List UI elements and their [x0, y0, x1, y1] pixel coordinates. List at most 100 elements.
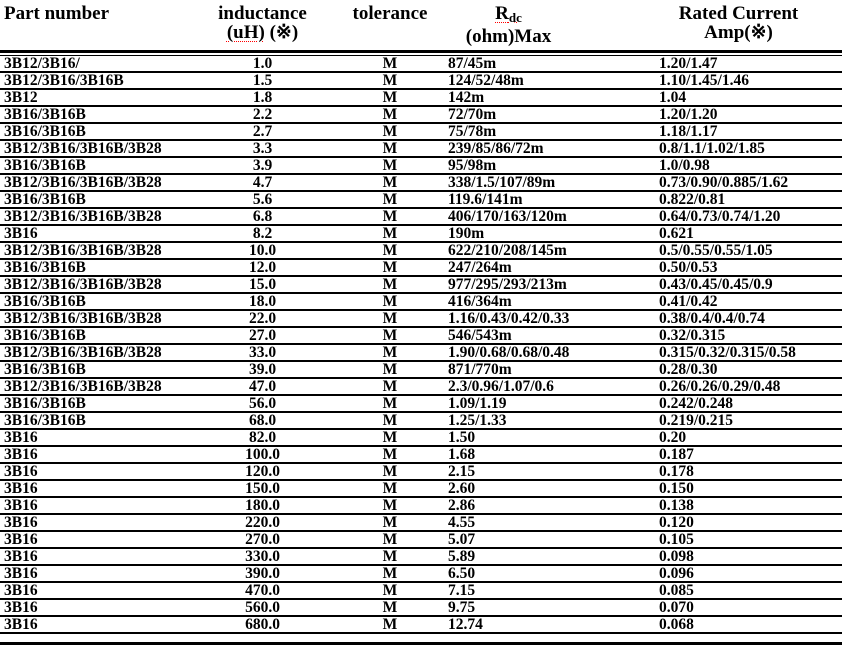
tolerance-cell: M — [382, 208, 398, 225]
tolerance-cell: M — [382, 225, 398, 242]
inductance-cell: 10.0 — [248, 242, 277, 259]
inductance-cell: 4.7 — [252, 174, 273, 191]
part-number-cell: 3B12/3B16/3B16B/3B28 — [4, 378, 162, 395]
tolerance-cell: M — [382, 174, 398, 191]
inductance-cell: 39.0 — [248, 361, 277, 378]
header-separator-rule — [0, 50, 842, 56]
rdc-cell: 5.07 — [448, 531, 476, 548]
part-number-cell: 3B16/3B16B — [4, 327, 86, 344]
rated-current-cell: 0.50/0.53 — [659, 259, 718, 276]
table-row: 3B16/3B16B 3.9 M 95/98m 1.0/0.98 — [0, 158, 842, 175]
part-number-cell: 3B16 — [4, 616, 38, 633]
table-row: 3B12/3B16/3B16B/3B28 33.0 M 1.90/0.68/0.… — [0, 345, 842, 362]
rated-current-cell: 0.28/0.30 — [659, 361, 718, 378]
rdc-cell: 546/543m — [448, 327, 512, 344]
inductance-cell: 5.6 — [252, 191, 273, 208]
inductance-cell: 33.0 — [248, 344, 277, 361]
rdc-cell: 2.86 — [448, 497, 476, 514]
part-number-cell: 3B12/3B16/3B16B/3B28 — [4, 310, 162, 327]
rdc-cell: 12.74 — [448, 616, 483, 633]
table-row: 3B16/3B16B 68.0 M 1.25/1.33 0.219/0.215 — [0, 413, 842, 430]
table-row: 3B16 120.0 M 2.15 0.178 — [0, 464, 842, 481]
part-number-cell: 3B16 — [4, 514, 38, 531]
rdc-cell: 1.90/0.68/0.68/0.48 — [448, 344, 570, 361]
table-bottom-rule — [0, 642, 842, 645]
part-number-cell: 3B16 — [4, 565, 38, 582]
rdc-header-line1: Rdc — [440, 4, 577, 27]
tolerance-cell: M — [382, 259, 398, 276]
rdc-cell: 406/170/163/120m — [448, 208, 567, 225]
rdc-cell: 72/70m — [448, 106, 497, 123]
table-row: 3B16/3B16B 2.2 M 72/70m 1.20/1.20 — [0, 107, 842, 124]
rdc-subscript: dc — [508, 10, 522, 25]
part-number-cell: 3B12/3B16/3B16B/3B28 — [4, 208, 162, 225]
inductance-cell: 470.0 — [245, 582, 280, 599]
tolerance-cell: M — [382, 412, 398, 429]
rdc-cell: 2.60 — [448, 480, 476, 497]
tolerance-cell: M — [382, 497, 398, 514]
part-number-cell: 3B16 — [4, 463, 38, 480]
rdc-cell: 75/78m — [448, 123, 497, 140]
rated-current-cell: 0.73/0.90/0.885/1.62 — [659, 174, 789, 191]
table-row: 3B16 470.0 M 7.15 0.085 — [0, 583, 842, 600]
table-row: 3B16 390.0 M 6.50 0.096 — [0, 566, 842, 583]
table-row: 3B16/3B16B 39.0 M 871/770m 0.28/0.30 — [0, 362, 842, 379]
table-row: 3B16 82.0 M 1.50 0.20 — [0, 430, 842, 447]
table-row: 3B16/3B16B 18.0 M 416/364m 0.41/0.42 — [0, 294, 842, 311]
part-number-cell: 3B12/3B16/ — [4, 55, 80, 72]
table-row: 3B16 680.0 M 12.74 0.068 — [0, 617, 842, 634]
table-row: 3B16 220.0 M 4.55 0.120 — [0, 515, 842, 532]
table-row: 3B12/3B16/3B16B/3B28 22.0 M 1.16/0.43/0.… — [0, 311, 842, 328]
table-row: 3B16 560.0 M 9.75 0.070 — [0, 600, 842, 617]
tolerance-cell: M — [382, 276, 398, 293]
inductance-cell: 56.0 — [248, 395, 277, 412]
table-row: 3B12/3B16/3B16B/3B28 47.0 M 2.3/0.96/1.0… — [0, 379, 842, 396]
inductance-cell: 1.8 — [252, 89, 273, 106]
inductance-header-line2: (uH) (※) — [185, 23, 340, 42]
rated-current-cell: 1.0/0.98 — [659, 157, 710, 174]
rdc-cell: 1.68 — [448, 446, 476, 463]
tolerance-cell: M — [382, 140, 398, 157]
tolerance-cell: M — [382, 446, 398, 463]
tolerance-cell: M — [382, 344, 398, 361]
tolerance-cell: M — [382, 514, 398, 531]
tolerance-cell: M — [382, 548, 398, 565]
rdc-cell: 95/98m — [448, 157, 497, 174]
tolerance-cell: M — [382, 582, 398, 599]
rated-current-cell: 1.20/1.20 — [659, 106, 718, 123]
inductance-header-line1: inductance — [218, 3, 307, 24]
inductance-reference-mark: (※) — [269, 22, 299, 43]
table-row: 3B12/3B16/3B16B/3B28 10.0 M 622/210/208/… — [0, 243, 842, 260]
rated-current-cell: 0.187 — [659, 446, 694, 463]
inductance-cell: 68.0 — [248, 412, 277, 429]
tolerance-cell: M — [382, 123, 398, 140]
part-number-cell: 3B16/3B16B — [4, 395, 86, 412]
spec-table: Part number inductance (uH) (※) toleranc… — [0, 3, 842, 645]
inductance-cell: 12.0 — [248, 259, 277, 276]
rdc-cell: 190m — [448, 225, 485, 242]
tolerance-cell: M — [382, 599, 398, 616]
rated-current-cell: 0.38/0.4/0.4/0.74 — [659, 310, 765, 327]
inductance-cell: 220.0 — [245, 514, 280, 531]
rdc-cell: 119.6/141m — [448, 191, 523, 208]
column-header-inductance: inductance (uH) (※) — [185, 4, 340, 50]
tolerance-cell: M — [382, 242, 398, 259]
rated-current-cell: 0.5/0.55/0.55/1.05 — [659, 242, 773, 259]
rated-current-cell: 0.20 — [659, 429, 687, 446]
part-number-cell: 3B12/3B16/3B16B/3B28 — [4, 242, 162, 259]
rdc-header-line2: (ohm)Max — [465, 26, 552, 47]
inductance-unit-label: (uH) — [226, 22, 265, 43]
part-number-cell: 3B16 — [4, 446, 38, 463]
table-body: 3B12/3B16/ 1.0 M 87/45m 1.20/1.47 3B12/3… — [0, 56, 842, 634]
part-number-cell: 3B16/3B16B — [4, 157, 86, 174]
rdc-cell: 622/210/208/145m — [448, 242, 567, 259]
part-number-cell: 3B12/3B16/3B16B/3B28 — [4, 344, 162, 361]
inductance-cell: 1.5 — [252, 72, 273, 89]
tolerance-cell: M — [382, 616, 398, 633]
part-number-cell: 3B12 — [4, 89, 38, 106]
table-row: 3B16 180.0 M 2.86 0.138 — [0, 498, 842, 515]
rated-current-cell: 0.150 — [659, 480, 694, 497]
table-row: 3B16 8.2 M 190m 0.621 — [0, 226, 842, 243]
rated-current-header-line1: Rated Current — [678, 3, 799, 24]
rated-current-cell: 0.26/0.26/0.29/0.48 — [659, 378, 781, 395]
